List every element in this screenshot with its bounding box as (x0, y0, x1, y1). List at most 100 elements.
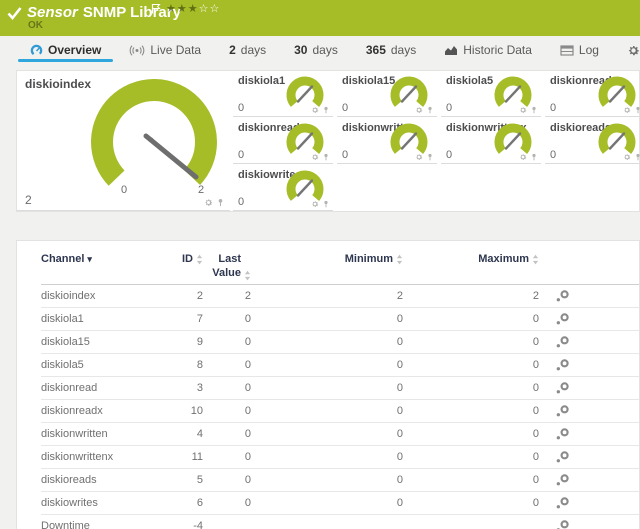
gauge-icon (30, 44, 43, 57)
channel-gauge-value: 0 (238, 102, 244, 114)
tab-label: days (312, 43, 337, 57)
tab-365-days[interactable]: 365 days (352, 36, 430, 64)
channel-settings-icon[interactable] (555, 450, 570, 464)
channel-minimum: 0 (251, 313, 403, 325)
table-row-diskiola1[interactable]: diskiola1 7 0 0 0 (41, 308, 639, 331)
gauge-panel-diskioindex: diskioindex 0 2 2 (17, 71, 230, 211)
channel-name[interactable]: diskioreads (41, 474, 161, 486)
table-row-diskiowrites[interactable]: diskiowrites 6 0 0 0 (41, 492, 639, 515)
channel-settings-icon[interactable] (555, 312, 570, 326)
channel-minimum: 0 (251, 359, 403, 371)
gear-icon[interactable] (623, 106, 631, 114)
channel-gauge-value: 0 (446, 149, 452, 161)
table-row-diskiola15[interactable]: diskiola15 9 0 0 0 (41, 331, 639, 354)
channel-id: 11 (161, 451, 203, 463)
channel-name[interactable]: diskiola15 (41, 336, 161, 348)
channel-settings-icon[interactable] (555, 404, 570, 418)
gauge-panel-diskiola1: diskiola1 0 (233, 71, 333, 117)
table-row-diskiola5[interactable]: diskiola5 8 0 0 0 (41, 354, 639, 377)
gear-icon[interactable] (519, 153, 527, 161)
column-header-last-value[interactable]: Last Value (203, 253, 251, 281)
sort-icon (396, 254, 403, 265)
channel-last-value: 0 (203, 405, 251, 417)
priority-stars[interactable]: ★★★☆☆ (166, 2, 220, 15)
table-row-diskionwrittenx[interactable]: diskionwrittenx 11 0 0 0 (41, 446, 639, 469)
channel-settings-icon[interactable] (555, 335, 570, 349)
channel-name[interactable]: diskiola5 (41, 359, 161, 371)
tab-number: 365 (366, 43, 386, 57)
table-row-diskioreads[interactable]: diskioreads 5 0 0 0 (41, 469, 639, 492)
tab-historic-data[interactable]: Historic Data (430, 36, 546, 64)
tab-2-days[interactable]: 2 days (215, 36, 280, 64)
tab-settings[interactable]: Settings (613, 36, 640, 64)
gear-icon[interactable] (623, 153, 631, 161)
table-row-diskionread[interactable]: diskionread 3 0 0 0 (41, 377, 639, 400)
gear-icon[interactable] (311, 153, 319, 161)
channel-name[interactable]: diskionwritten (41, 428, 161, 440)
pin-icon[interactable] (322, 153, 330, 161)
channel-id: 7 (161, 313, 203, 325)
prtg-sensor-page: SensorSNMP Library ★★★☆☆ OK Overview Liv… (0, 0, 640, 529)
sort-icon (244, 270, 251, 281)
channel-id: 9 (161, 336, 203, 348)
pin-icon[interactable] (216, 198, 225, 207)
tab-live-data[interactable]: Live Data (115, 36, 215, 64)
channel-settings-icon[interactable] (555, 427, 570, 441)
column-label: Value (212, 267, 241, 279)
channel-name[interactable]: diskioindex (41, 290, 161, 302)
column-label: ID (182, 253, 193, 265)
priority-stars-filled: ★★★ (166, 3, 199, 15)
sensor-status-banner: SensorSNMP Library ★★★☆☆ OK (0, 0, 640, 36)
table-row-downtime[interactable]: Downtime -4 (41, 515, 639, 529)
sort-icon (532, 254, 539, 265)
column-label: Last (218, 253, 241, 265)
channel-name[interactable]: diskiowrites (41, 497, 161, 509)
gear-icon[interactable] (311, 106, 319, 114)
pin-icon[interactable] (322, 106, 330, 114)
channel-name[interactable]: Downtime (41, 520, 161, 529)
channel-maximum: 0 (403, 382, 539, 394)
pin-icon[interactable] (322, 200, 330, 208)
channel-maximum: 0 (403, 359, 539, 371)
channel-name[interactable]: diskionread (41, 382, 161, 394)
table-row-diskionreadx[interactable]: diskionreadx 10 0 0 0 (41, 400, 639, 423)
gear-icon[interactable] (415, 153, 423, 161)
channel-name[interactable]: diskiola1 (41, 313, 161, 325)
channel-minimum: 0 (251, 451, 403, 463)
column-header-channel[interactable]: Channel ▾ (41, 253, 161, 265)
bar-chart-icon (444, 44, 458, 56)
tab-log[interactable]: Log (546, 36, 613, 64)
pin-icon[interactable] (426, 153, 434, 161)
tab-bar: Overview Live Data 2 days 30 days 365 da… (0, 36, 640, 64)
column-label: Minimum (345, 253, 393, 265)
channel-settings-icon[interactable] (555, 496, 570, 510)
gear-icon[interactable] (311, 200, 319, 208)
channel-settings-icon[interactable] (555, 519, 570, 529)
channel-name[interactable]: diskionreadx (41, 405, 161, 417)
pin-icon[interactable] (530, 153, 538, 161)
pin-icon[interactable] (426, 106, 434, 114)
priority-stars-empty: ☆☆ (199, 3, 221, 15)
tab-overview[interactable]: Overview (16, 36, 115, 64)
column-header-id[interactable]: ID (161, 253, 203, 265)
gear-icon[interactable] (204, 198, 213, 207)
gear-icon[interactable] (415, 106, 423, 114)
channel-id: -4 (161, 520, 203, 529)
channel-settings-icon[interactable] (555, 473, 570, 487)
flag-icon[interactable] (151, 3, 161, 14)
table-row-diskionwritten[interactable]: diskionwritten 4 0 0 0 (41, 423, 639, 446)
channel-gauge-value: 0 (238, 196, 244, 208)
channel-settings-icon[interactable] (555, 358, 570, 372)
pin-icon[interactable] (530, 106, 538, 114)
column-header-maximum[interactable]: Maximum (403, 253, 539, 265)
channel-settings-icon[interactable] (555, 289, 570, 303)
channel-name[interactable]: diskionwrittenx (41, 451, 161, 463)
gear-icon[interactable] (519, 106, 527, 114)
tab-30-days[interactable]: 30 days (280, 36, 352, 64)
pin-icon[interactable] (634, 153, 640, 161)
column-header-minimum[interactable]: Minimum (251, 253, 403, 265)
table-row-diskioindex[interactable]: diskioindex 2 2 2 2 (41, 285, 639, 308)
tab-label: days (391, 43, 416, 57)
channel-settings-icon[interactable] (555, 381, 570, 395)
pin-icon[interactable] (634, 106, 640, 114)
